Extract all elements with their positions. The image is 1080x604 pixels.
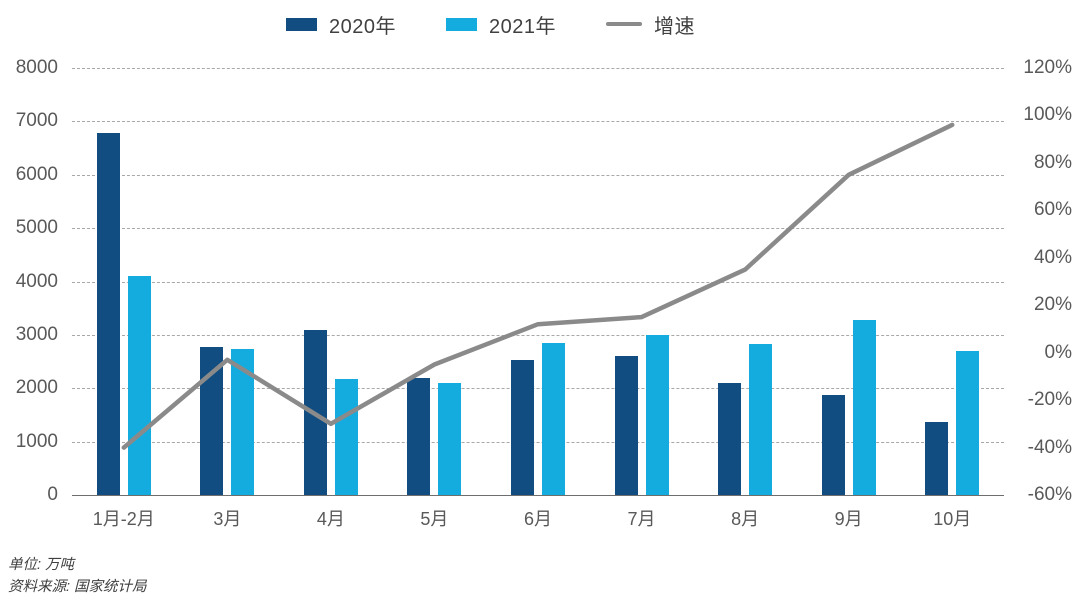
bar-2020年-5月 <box>407 377 431 495</box>
growth-line <box>121 122 955 450</box>
y-axis-right-tick: 40% <box>1033 246 1072 268</box>
bar-2021年-4月 <box>334 379 358 495</box>
bar-2020年-10月 <box>925 421 949 495</box>
y-axis-left-tick: 6000 <box>15 163 58 185</box>
gridline <box>72 281 1004 283</box>
bar-2020年-6月 <box>511 359 534 495</box>
y-axis-left-tick: 1000 <box>15 430 58 452</box>
legend-swatch-2021 <box>446 17 477 31</box>
plot-area <box>72 68 1004 496</box>
y-axis-left-tick: 7000 <box>15 110 58 132</box>
x-axis-label-6月: 6月 <box>523 509 552 529</box>
legend-swatch-growth-line <box>606 22 642 26</box>
legend-label-2020: 2020年 <box>329 15 396 38</box>
y-axis-right-tick: 100% <box>1023 104 1072 126</box>
y-axis-right-tick: 20% <box>1033 294 1072 316</box>
legend-label-2021: 2021年 <box>489 15 556 38</box>
legend-item-growth: 增速 <box>606 10 695 39</box>
y-axis-left-tick: 0 <box>47 484 58 505</box>
x-axis-label-8月: 8月 <box>731 509 760 529</box>
bar-2021年-10月 <box>956 351 980 495</box>
legend-label-growth: 增速 <box>654 15 695 38</box>
y-axis-left-tick: 3000 <box>15 323 58 345</box>
y-axis-right-tick: -20% <box>1027 389 1072 411</box>
gridline <box>72 68 1004 69</box>
y-axis-right-tick: 120% <box>1023 57 1072 78</box>
bar-2021年-6月 <box>542 343 565 495</box>
legend-item-2021: 2021年 <box>446 10 556 39</box>
y-axis-left-tick: 4000 <box>15 270 58 292</box>
y-axis-left-tick: 5000 <box>15 217 58 239</box>
x-axis-label-4月: 4月 <box>316 509 345 529</box>
gridline <box>72 121 1004 123</box>
gridline <box>72 388 1004 390</box>
bar-2020年-8月 <box>718 383 742 495</box>
x-axis-label-9月: 9月 <box>834 509 863 529</box>
bar-2020年-7月 <box>614 356 638 495</box>
gridline <box>72 334 1004 336</box>
bar-2021年-7月 <box>645 335 669 495</box>
x-axis-label-10月: 10月 <box>933 509 972 529</box>
gridline <box>72 228 1004 230</box>
x-axis-label-7月: 7月 <box>627 509 656 529</box>
y-axis-right-tick: 60% <box>1033 199 1072 221</box>
bar-2020年-9月 <box>821 395 845 495</box>
x-axis-label-3月: 3月 <box>213 509 242 529</box>
bar-2021年-5月 <box>438 382 462 495</box>
gridline <box>72 441 1004 443</box>
legend-item-2020: 2020年 <box>286 10 396 39</box>
chart-footnotes: 单位: 万吨 资料来源: 国家统计局 <box>8 554 147 598</box>
y-axis-right-tick: -60% <box>1027 484 1072 505</box>
x-axis-line <box>72 495 1004 496</box>
bar-2021年-3月 <box>231 349 255 495</box>
y-axis-left-tick: 8000 <box>15 57 58 78</box>
source-note: 资料来源: 国家统计局 <box>8 579 147 595</box>
unit-note: 单位: 万吨 <box>8 557 75 573</box>
x-axis-label-1月-2月: 1月-2月 <box>92 509 155 529</box>
bar-2020年-1月-2月 <box>96 132 120 495</box>
chart-legend: 2020年 2021年 增速 <box>286 10 695 38</box>
bar-2021年-9月 <box>852 319 876 495</box>
legend-swatch-2020 <box>286 17 317 31</box>
y-axis-left-tick: 2000 <box>15 377 58 399</box>
x-axis-label-5月: 5月 <box>420 509 449 529</box>
y-axis-right-tick: 0% <box>1044 341 1072 363</box>
y-axis-right-tick: 80% <box>1033 151 1072 173</box>
bar-2021年-8月 <box>749 344 773 495</box>
growth-line-layer <box>121 122 955 450</box>
bar-2020年-3月 <box>200 346 224 495</box>
y-axis-right-tick: -40% <box>1027 436 1072 458</box>
gridline <box>72 174 1004 176</box>
